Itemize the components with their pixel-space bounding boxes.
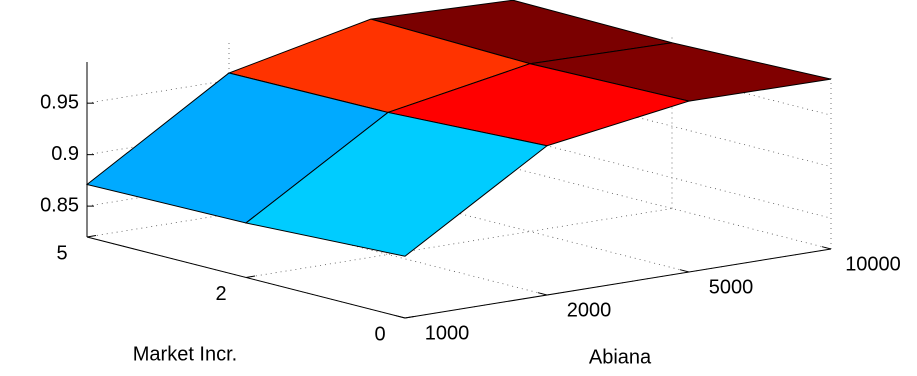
grid-line — [86, 85, 832, 168]
z-tick-label: 0.95 — [40, 91, 79, 113]
x-tick-label: 10000 — [845, 253, 901, 275]
z-tick-label: 0.85 — [40, 194, 79, 216]
grid-line — [86, 136, 832, 219]
x-tick-label: 1000 — [425, 322, 470, 344]
y-tick-label: 0 — [374, 323, 385, 345]
x-tick-label: 2000 — [567, 299, 612, 321]
surface-cell — [244, 111, 549, 257]
x-tick-label: 5000 — [709, 276, 754, 298]
x-tick — [679, 269, 690, 273]
x-tick — [537, 292, 548, 296]
x-axis-label: Abiana — [589, 346, 652, 368]
grid-line — [245, 208, 673, 278]
x-axis — [404, 248, 832, 319]
x-tick — [821, 246, 832, 250]
y-tick-label: 5 — [56, 242, 67, 264]
y-tick — [404, 316, 415, 319]
y-tick — [86, 235, 97, 238]
x-tick — [395, 315, 406, 319]
y-tick — [245, 275, 256, 278]
y-tick-label: 2 — [215, 283, 226, 305]
z-tick-label: 0.9 — [51, 143, 79, 165]
y-axis-label: Market Incr. — [133, 343, 237, 365]
